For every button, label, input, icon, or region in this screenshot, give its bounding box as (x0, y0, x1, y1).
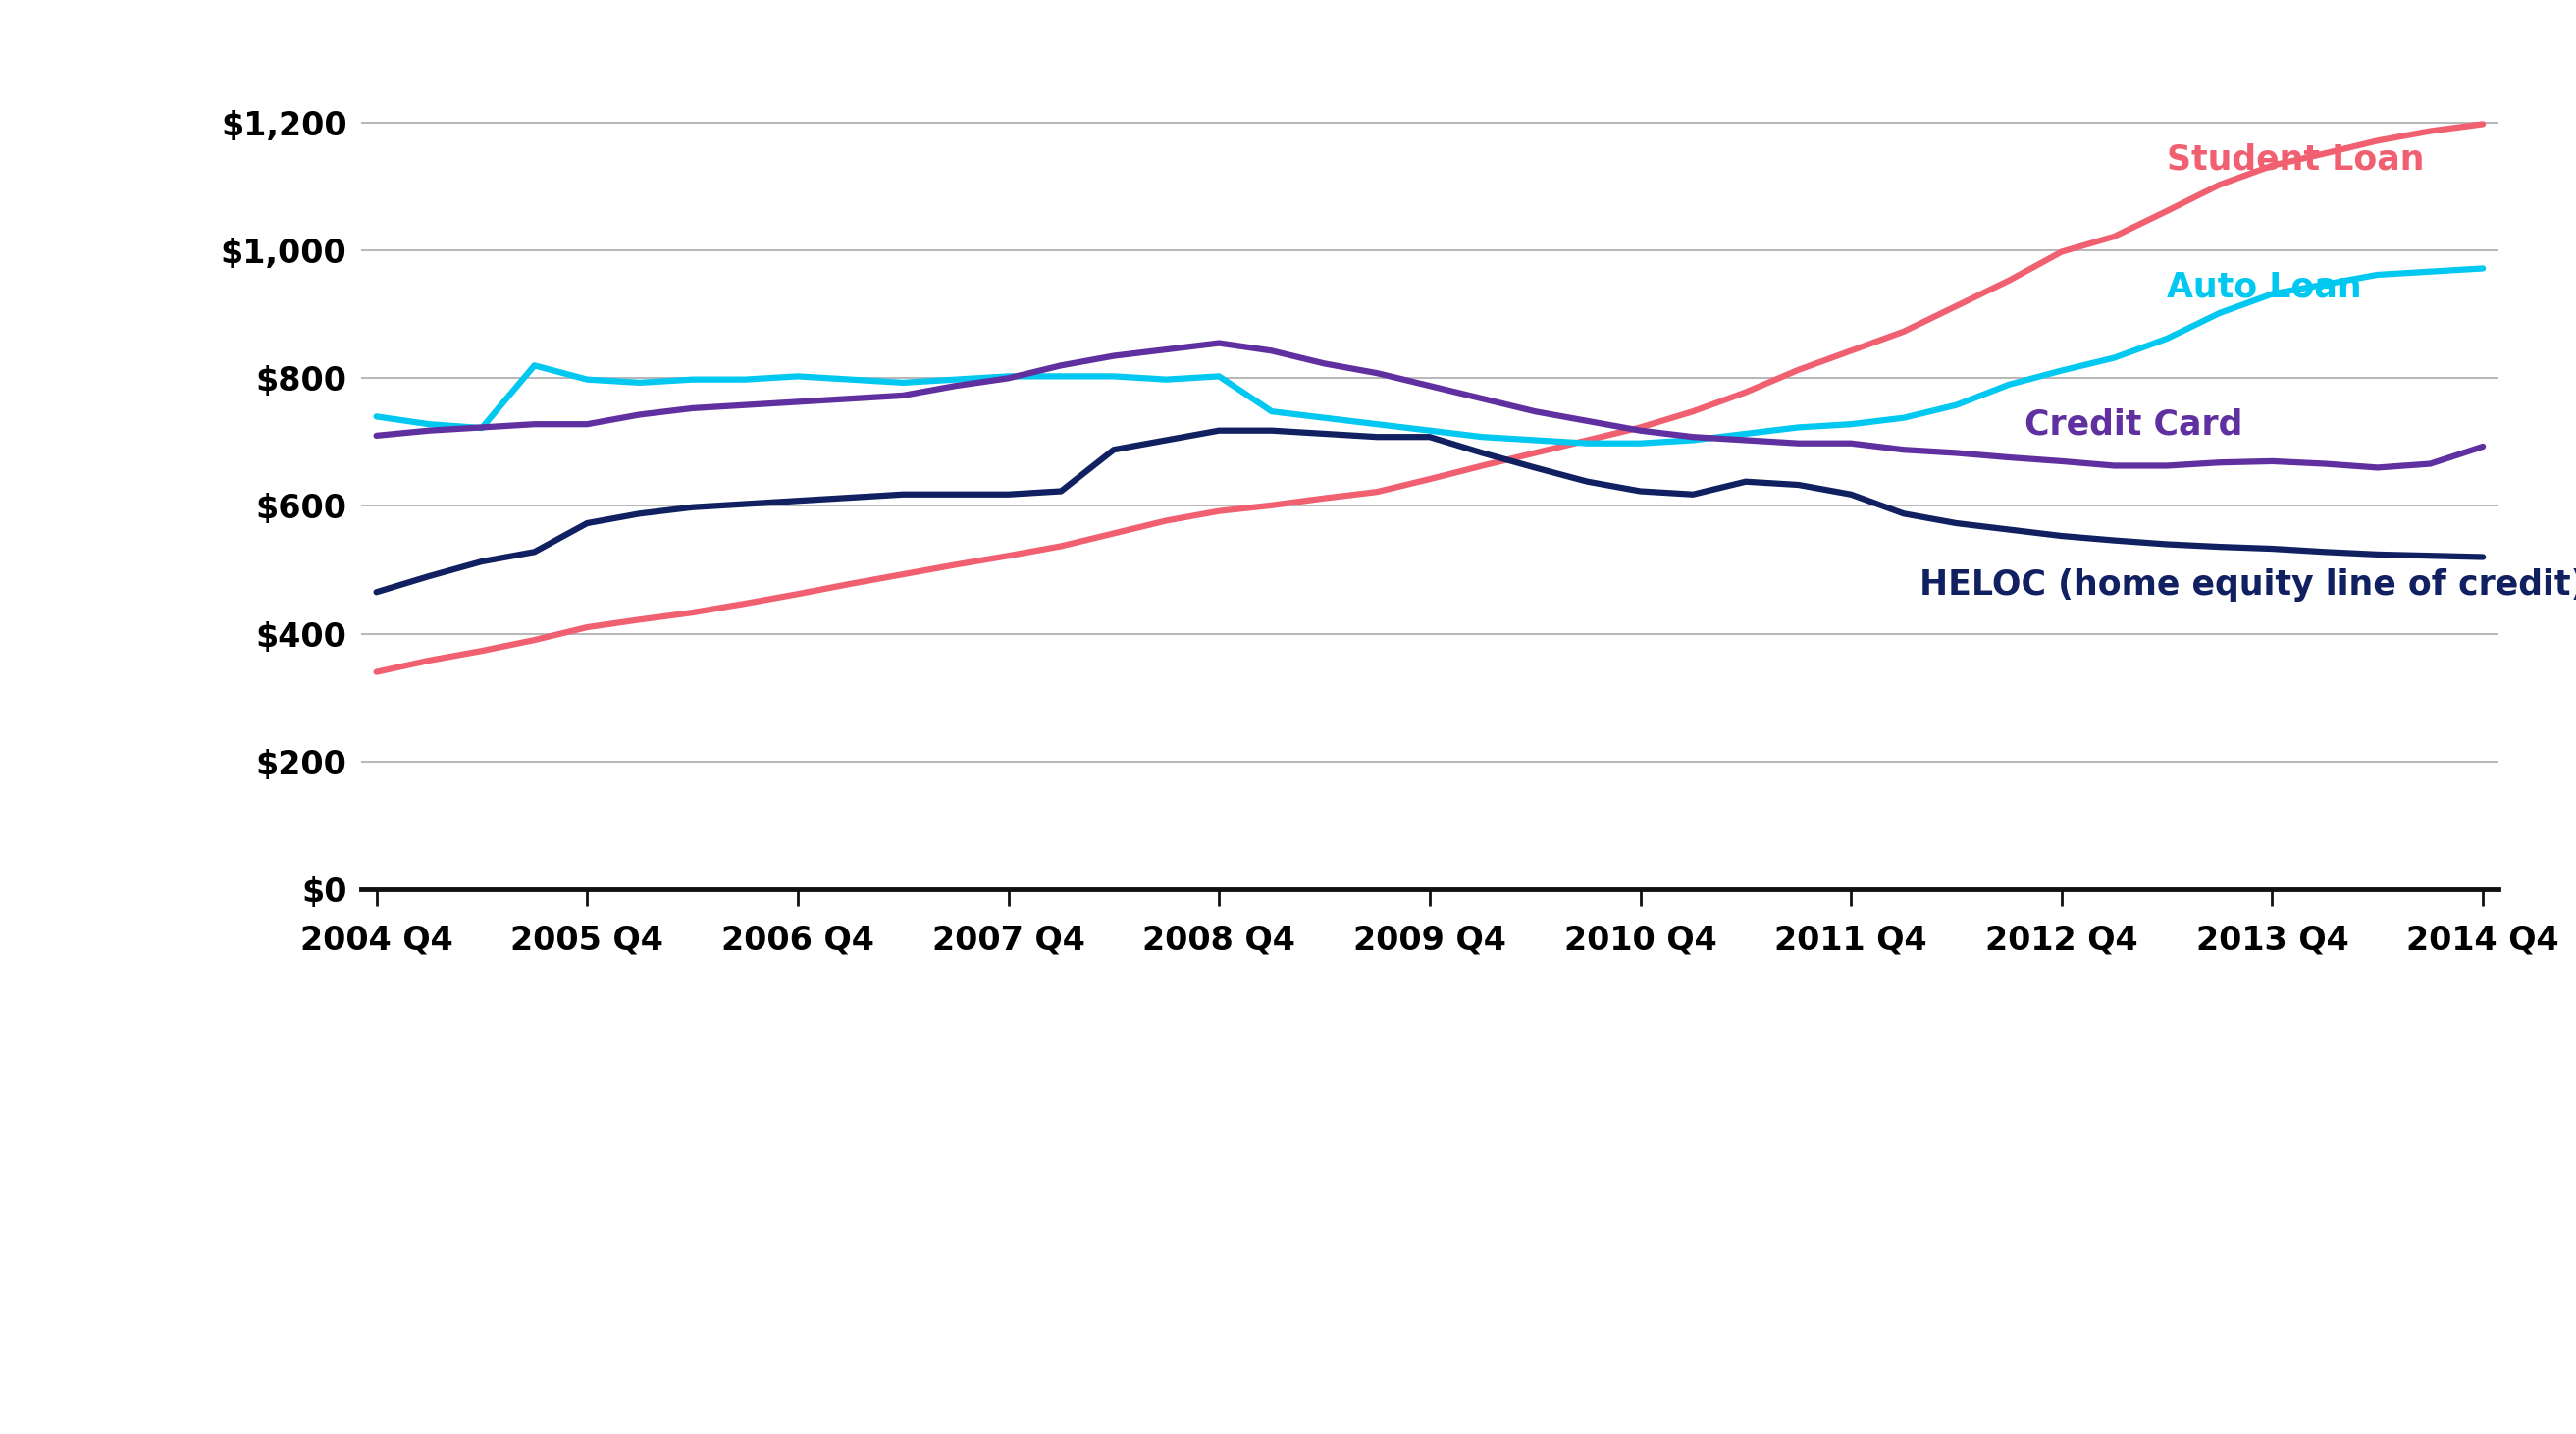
Text: Student Loan: Student Loan (2166, 142, 2424, 176)
Text: Auto Loan: Auto Loan (2166, 270, 2362, 304)
Text: HELOC (home equity line of credit): HELOC (home equity line of credit) (1919, 568, 2576, 601)
Text: Credit Card: Credit Card (2025, 409, 2244, 442)
